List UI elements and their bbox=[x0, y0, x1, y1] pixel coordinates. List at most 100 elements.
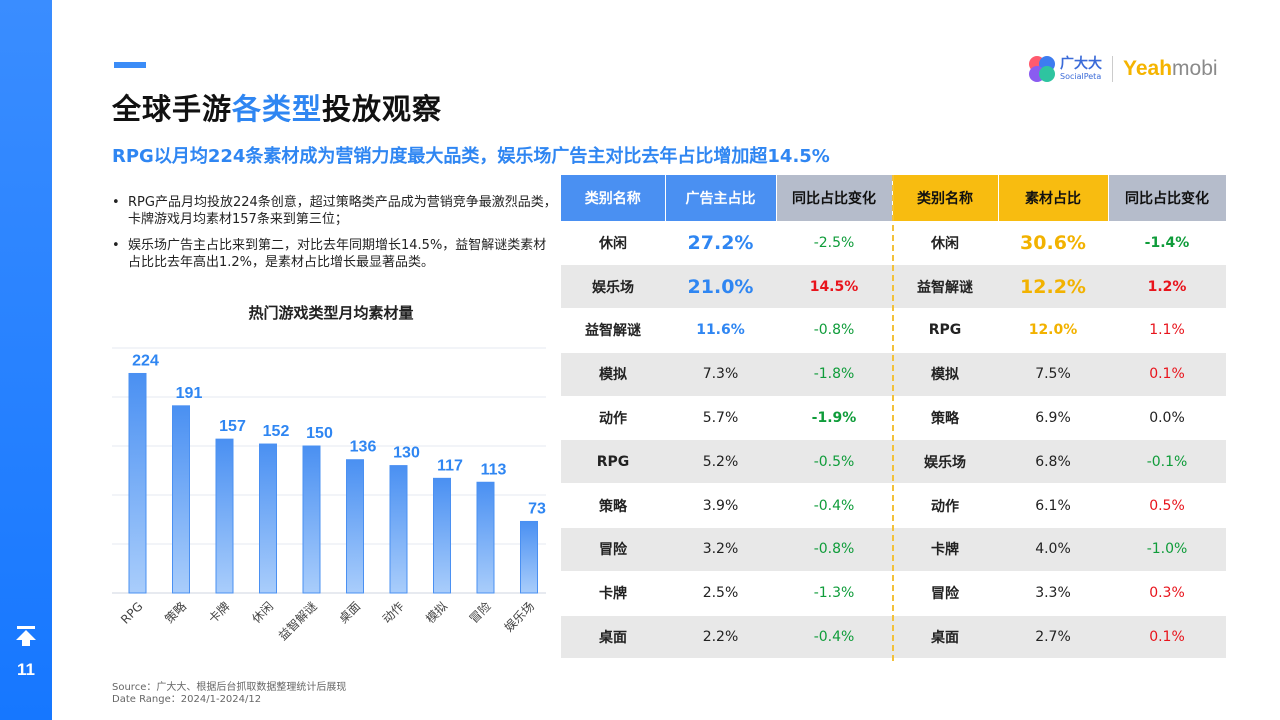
cell-creative-change: 0.3% bbox=[1108, 571, 1226, 616]
table-row: 益智解谜 11.6% -0.8% RPG 12.0% 1.1% bbox=[561, 308, 1226, 353]
data-label: 157 bbox=[219, 418, 246, 435]
cell-creative-change: -0.1% bbox=[1108, 439, 1226, 485]
table-header-row: 类别名称 广告主占比 同比占比变化 类别名称 素材占比 同比占比变化 bbox=[561, 175, 1227, 221]
cell-category-b: 休闲 bbox=[892, 221, 998, 266]
cell-category-b: 动作 bbox=[892, 483, 998, 529]
cell-advertiser-change: -2.5% bbox=[776, 221, 892, 266]
cell-advertiser-change: -1.8% bbox=[776, 352, 892, 397]
category-label: 桌面 bbox=[336, 599, 363, 626]
cell-category-b: 娱乐场 bbox=[892, 439, 998, 485]
table-row: 娱乐场 21.0% 14.5% 益智解谜 12.2% 1.2% bbox=[561, 264, 1226, 310]
bar-娱乐场 bbox=[520, 520, 538, 594]
chart-title: 热门游戏类型月均素材量 bbox=[248, 304, 414, 322]
bullet-item: RPG产品月均投放224条创意，超过策略类产品成为营销竞争最激烈品类，卡牌游戏月… bbox=[112, 194, 557, 228]
cell-category-a: 动作 bbox=[561, 396, 665, 441]
header-advertiser-share: 广告主占比 bbox=[665, 175, 777, 221]
cell-creative-share: 4.0% bbox=[998, 527, 1108, 572]
insight-bullets: RPG产品月均投放224条创意，超过策略类产品成为营销竞争最激烈品类，卡牌游戏月… bbox=[112, 194, 557, 280]
cell-category-a: 卡牌 bbox=[561, 571, 665, 616]
cell-category-a: 娱乐场 bbox=[561, 264, 665, 310]
socialpeta-logo-icon bbox=[1029, 56, 1055, 82]
category-label: RPG bbox=[118, 599, 145, 626]
header-creative-share: 素材占比 bbox=[998, 175, 1109, 221]
header-category-b: 类别名称 bbox=[892, 175, 999, 221]
cell-creative-share: 12.2% bbox=[998, 264, 1108, 310]
table-row: 休闲 27.2% -2.5% 休闲 30.6% -1.4% bbox=[561, 221, 1226, 266]
bar-冒险 bbox=[476, 481, 495, 594]
cell-creative-share: 12.0% bbox=[998, 308, 1108, 353]
data-label: 150 bbox=[306, 425, 333, 442]
table-row: RPG 5.2% -0.5% 娱乐场 6.8% -0.1% bbox=[561, 439, 1226, 485]
cell-creative-share: 6.1% bbox=[998, 483, 1108, 529]
table-divider bbox=[892, 175, 894, 661]
cell-creative-share: 2.7% bbox=[998, 615, 1108, 660]
bar-桌面 bbox=[346, 459, 364, 594]
bar-RPG bbox=[128, 372, 147, 594]
cell-creative-share: 6.9% bbox=[998, 396, 1108, 441]
brand-logos: 广大大 SocialPeta Yeahmobi bbox=[1028, 54, 1218, 84]
cell-creative-change: -1.4% bbox=[1108, 221, 1226, 266]
cell-category-a: 冒险 bbox=[561, 527, 665, 572]
table-row: 冒险 3.2% -0.8% 卡牌 4.0% -1.0% bbox=[561, 527, 1226, 572]
cell-advertiser-share: 27.2% bbox=[665, 221, 776, 266]
yeahmobi-logo: Yeahmobi bbox=[1123, 57, 1218, 80]
cell-creative-change: 0.1% bbox=[1108, 615, 1226, 660]
cell-category-a: 益智解谜 bbox=[561, 308, 665, 353]
cell-creative-share: 3.3% bbox=[998, 571, 1108, 616]
cell-category-b: 益智解谜 bbox=[892, 264, 998, 310]
category-label: 动作 bbox=[380, 599, 407, 626]
cell-advertiser-share: 7.3% bbox=[665, 352, 776, 397]
category-label: 休闲 bbox=[249, 599, 276, 626]
cell-advertiser-change: -1.3% bbox=[776, 571, 892, 616]
bar-卡牌 bbox=[215, 438, 234, 594]
cell-category-b: 桌面 bbox=[892, 615, 998, 660]
cell-creative-share: 7.5% bbox=[998, 352, 1108, 397]
side-bar bbox=[0, 0, 52, 720]
header-advertiser-change: 同比占比变化 bbox=[776, 175, 893, 221]
cell-category-a: 休闲 bbox=[561, 221, 665, 266]
table-row: 模拟 7.3% -1.8% 模拟 7.5% 0.1% bbox=[561, 352, 1226, 397]
cell-creative-change: 0.0% bbox=[1108, 396, 1226, 441]
bar-chart: 224 RPG 191 策略 157 卡牌 152 休闲 150 益智解谜 136 桌面 130 动作 11… bbox=[112, 347, 546, 643]
table-row: 桌面 2.2% -0.4% 桌面 2.7% 0.1% bbox=[561, 615, 1226, 660]
cell-category-b: 卡牌 bbox=[892, 527, 998, 572]
cell-creative-change: -1.0% bbox=[1108, 527, 1226, 572]
cell-category-b: RPG bbox=[892, 308, 998, 353]
cell-advertiser-share: 3.2% bbox=[665, 527, 776, 572]
data-label: 113 bbox=[481, 461, 507, 478]
cell-advertiser-change: 14.5% bbox=[776, 264, 892, 310]
category-label: 策略 bbox=[162, 599, 190, 627]
data-label: 152 bbox=[263, 423, 290, 440]
data-label: 191 bbox=[176, 385, 203, 402]
cell-advertiser-share: 2.5% bbox=[665, 571, 776, 616]
data-label: 117 bbox=[437, 457, 463, 474]
cell-creative-share: 6.8% bbox=[998, 439, 1108, 485]
bullet-item: 娱乐场广告主占比来到第二，对比去年同期增长14.5%，益智解谜类素材占比比去年高… bbox=[112, 237, 557, 271]
table-row: 卡牌 2.5% -1.3% 冒险 3.3% 0.3% bbox=[561, 571, 1226, 616]
logo-en-text: SocialPeta bbox=[1060, 72, 1102, 81]
data-label: 130 bbox=[393, 445, 420, 462]
cell-category-b: 模拟 bbox=[892, 352, 998, 397]
source-note: Source：广大大、根据后台抓取数据整理统计后展现 Date Range：20… bbox=[112, 682, 346, 706]
page-title: 全球手游各类型投放观察 bbox=[112, 92, 443, 126]
cell-category-a: RPG bbox=[561, 439, 665, 485]
cell-category-a: 模拟 bbox=[561, 352, 665, 397]
table-row: 动作 5.7% -1.9% 策略 6.9% 0.0% bbox=[561, 396, 1226, 441]
bar-策略 bbox=[172, 405, 190, 594]
cell-category-a: 策略 bbox=[561, 483, 665, 529]
category-label: 娱乐场 bbox=[502, 599, 537, 634]
table-row: 策略 3.9% -0.4% 动作 6.1% 0.5% bbox=[561, 483, 1226, 529]
cell-creative-change: 1.2% bbox=[1108, 264, 1226, 310]
cell-advertiser-change: -0.5% bbox=[776, 439, 892, 485]
cell-advertiser-share: 11.6% bbox=[665, 308, 776, 353]
page-subtitle: RPG以月均224条素材成为营销力度最大品类，娱乐场广告主对比去年占比增加超14… bbox=[112, 146, 830, 167]
logo-separator bbox=[1112, 56, 1113, 82]
cell-advertiser-change: -0.4% bbox=[776, 615, 892, 660]
cell-advertiser-share: 21.0% bbox=[665, 264, 776, 310]
cell-creative-change: 1.1% bbox=[1108, 308, 1226, 353]
category-label: 模拟 bbox=[423, 599, 450, 626]
back-to-top-icon[interactable] bbox=[14, 624, 38, 648]
cell-advertiser-change: -0.8% bbox=[776, 527, 892, 572]
cell-creative-share: 30.6% bbox=[998, 221, 1108, 266]
page-number: 11 bbox=[17, 660, 35, 679]
